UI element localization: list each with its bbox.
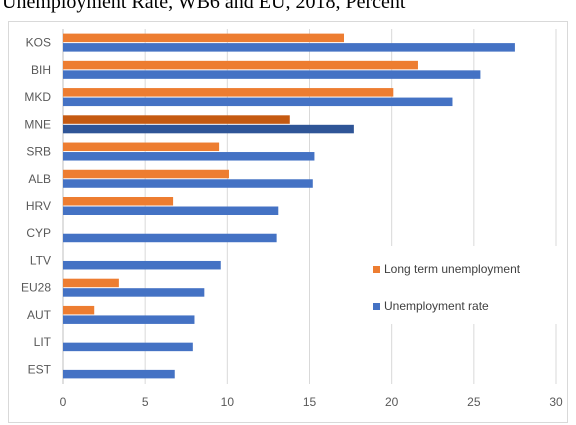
bar-long-term-alb xyxy=(63,169,229,179)
bar-unemployment-rate-lit xyxy=(63,342,193,352)
bar-unemployment-rate-mkd xyxy=(63,97,453,107)
bar-unemployment-rate-srb xyxy=(63,152,315,161)
legend-box xyxy=(354,246,558,324)
category-label-kos: KOS xyxy=(26,36,51,50)
bar-long-term-eu28 xyxy=(63,278,119,288)
category-label-eu28: EU28 xyxy=(21,281,51,295)
category-label-aut: AUT xyxy=(27,308,52,322)
bar-long-term-hrv xyxy=(63,197,174,206)
category-label-alb: ALB xyxy=(28,172,51,186)
bar-long-term-bih xyxy=(63,60,418,70)
category-label-srb: SRB xyxy=(26,145,51,159)
category-labels: KOS BIH MKD MNE SRB ALB HRV CYP LTV EU28 AUT LIT EST xyxy=(21,36,52,377)
x-tick-label: 10 xyxy=(221,395,235,409)
bar-unemployment-rate-eu28 xyxy=(63,288,205,297)
chart-title: Unemployment Rate, WB6 and EU, 2018, Per… xyxy=(2,0,406,13)
category-label-bih: BIH xyxy=(31,63,51,77)
legend-label-long-term: Long term unemployment xyxy=(384,262,521,276)
x-tick-label: 15 xyxy=(303,395,317,409)
bar-unemployment-rate-kos xyxy=(63,43,515,52)
x-tick-label: 30 xyxy=(549,395,563,409)
legend-swatch-unemployment-rate xyxy=(373,303,380,310)
chart-frame xyxy=(8,21,568,423)
bar-unemployment-rate-bih xyxy=(63,70,481,79)
bar-unemployment-rate-ltv xyxy=(63,260,221,270)
x-tick-label: 25 xyxy=(467,395,481,409)
bar-unemployment-rate-aut xyxy=(63,315,195,324)
bar-long-term-mne xyxy=(63,115,290,124)
category-label-est: EST xyxy=(28,362,52,376)
bar-unemployment-rate-hrv xyxy=(63,206,279,215)
bar-long-term-aut xyxy=(63,305,95,315)
category-label-lit: LIT xyxy=(34,335,52,349)
x-tick-label: 5 xyxy=(142,395,149,409)
legend-swatch-long-term xyxy=(373,266,380,273)
category-label-mne: MNE xyxy=(24,117,51,131)
x-tick-labels: 0 5 10 15 20 25 30 xyxy=(60,395,563,409)
category-label-cyp: CYP xyxy=(26,226,51,240)
category-label-ltv: LTV xyxy=(30,253,51,267)
legend-label-unemployment-rate: Unemployment rate xyxy=(384,299,489,313)
category-label-mkd: MKD xyxy=(24,90,51,104)
bar-unemployment-rate-mne xyxy=(63,124,354,134)
bar-long-term-srb xyxy=(63,142,220,152)
bar-long-term-mkd xyxy=(63,88,394,97)
bar-unemployment-rate-cyp xyxy=(63,233,277,243)
legend: Long term unemployment Unemployment rate xyxy=(354,246,558,324)
x-tick-label: 20 xyxy=(385,395,399,409)
x-tick-label: 0 xyxy=(60,395,67,409)
bar-unemployment-rate-est xyxy=(63,369,175,379)
bar-unemployment-rate-alb xyxy=(63,179,313,188)
bar-long-term-kos xyxy=(63,33,345,43)
category-label-hrv: HRV xyxy=(26,199,51,213)
bars xyxy=(63,33,515,379)
